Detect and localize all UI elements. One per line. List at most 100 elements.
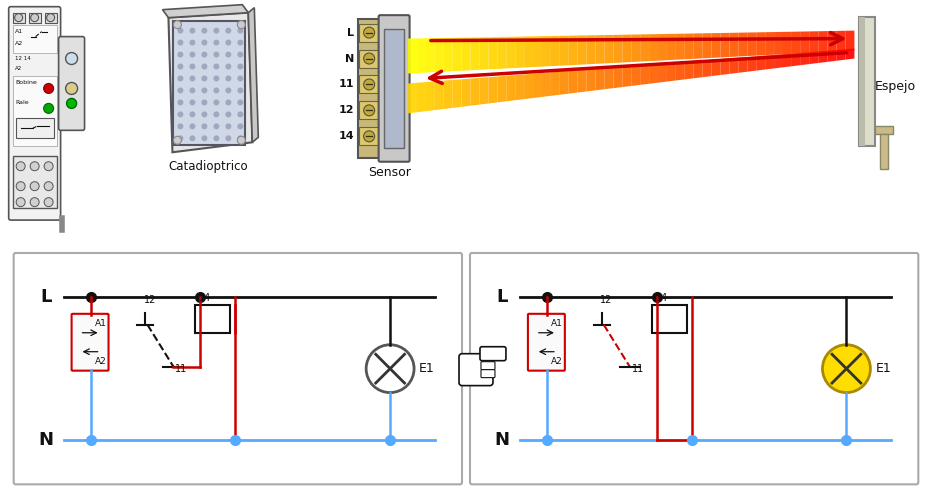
Circle shape xyxy=(177,28,184,34)
Circle shape xyxy=(189,88,196,94)
Circle shape xyxy=(238,40,243,46)
Circle shape xyxy=(44,182,53,191)
Circle shape xyxy=(226,111,231,117)
Polygon shape xyxy=(658,63,667,83)
FancyBboxPatch shape xyxy=(378,15,409,162)
Circle shape xyxy=(30,198,39,206)
Text: 14: 14 xyxy=(199,293,212,303)
Circle shape xyxy=(65,52,77,64)
Polygon shape xyxy=(248,8,258,142)
Text: 14: 14 xyxy=(338,131,354,141)
Circle shape xyxy=(238,88,243,94)
Bar xyxy=(359,101,379,119)
Circle shape xyxy=(226,75,231,82)
Circle shape xyxy=(238,63,243,69)
Text: 12: 12 xyxy=(600,295,612,305)
Polygon shape xyxy=(640,34,649,61)
Bar xyxy=(196,305,230,333)
Text: A2: A2 xyxy=(15,41,23,46)
Polygon shape xyxy=(747,32,756,56)
Polygon shape xyxy=(623,66,631,87)
FancyBboxPatch shape xyxy=(481,370,495,378)
Polygon shape xyxy=(649,64,658,84)
Polygon shape xyxy=(818,31,828,52)
Polygon shape xyxy=(676,62,685,81)
Polygon shape xyxy=(783,53,792,67)
Polygon shape xyxy=(667,62,676,82)
Circle shape xyxy=(226,51,231,57)
Polygon shape xyxy=(730,57,738,74)
Text: L: L xyxy=(40,288,51,306)
Polygon shape xyxy=(801,31,810,53)
Polygon shape xyxy=(435,81,444,110)
Polygon shape xyxy=(747,56,756,72)
Circle shape xyxy=(177,63,184,69)
Polygon shape xyxy=(586,35,596,64)
Polygon shape xyxy=(605,67,613,89)
Polygon shape xyxy=(461,38,471,71)
Polygon shape xyxy=(533,73,542,98)
Bar xyxy=(13,25,57,52)
Circle shape xyxy=(44,198,53,206)
Polygon shape xyxy=(498,37,506,69)
Text: A2: A2 xyxy=(15,65,22,70)
FancyBboxPatch shape xyxy=(480,346,506,361)
Circle shape xyxy=(189,135,196,141)
Circle shape xyxy=(226,135,231,141)
Polygon shape xyxy=(845,31,855,51)
Circle shape xyxy=(226,40,231,46)
Circle shape xyxy=(177,40,184,46)
Bar xyxy=(45,13,57,23)
Circle shape xyxy=(201,28,208,34)
Circle shape xyxy=(363,105,375,116)
Text: Espejo: Espejo xyxy=(875,80,916,93)
Circle shape xyxy=(177,99,184,105)
Circle shape xyxy=(201,123,208,129)
Bar xyxy=(859,17,875,147)
Circle shape xyxy=(238,123,243,129)
Bar xyxy=(359,50,379,67)
Polygon shape xyxy=(774,32,783,54)
Polygon shape xyxy=(756,32,765,55)
Bar xyxy=(13,156,57,208)
Circle shape xyxy=(366,345,414,393)
Polygon shape xyxy=(408,83,417,113)
Circle shape xyxy=(213,88,219,94)
Polygon shape xyxy=(712,33,720,58)
Polygon shape xyxy=(533,36,542,67)
Polygon shape xyxy=(631,35,640,62)
Text: 12: 12 xyxy=(144,295,156,305)
Polygon shape xyxy=(801,52,810,65)
Circle shape xyxy=(363,27,375,38)
Polygon shape xyxy=(703,33,712,58)
Text: 11: 11 xyxy=(632,364,644,374)
Text: L: L xyxy=(496,288,508,306)
Polygon shape xyxy=(586,69,596,92)
Bar xyxy=(13,77,57,147)
Polygon shape xyxy=(488,77,498,103)
Polygon shape xyxy=(783,32,792,54)
Polygon shape xyxy=(569,70,578,94)
Polygon shape xyxy=(693,33,703,59)
Circle shape xyxy=(189,40,196,46)
Polygon shape xyxy=(560,36,569,66)
Polygon shape xyxy=(417,38,426,73)
Polygon shape xyxy=(837,31,845,51)
Circle shape xyxy=(238,51,243,57)
Polygon shape xyxy=(417,82,426,112)
Bar xyxy=(359,24,379,42)
Circle shape xyxy=(177,111,184,117)
Circle shape xyxy=(238,21,245,29)
Circle shape xyxy=(213,40,219,46)
Polygon shape xyxy=(828,50,837,62)
Text: Bobine: Bobine xyxy=(16,81,37,86)
Text: A2: A2 xyxy=(95,357,106,366)
Circle shape xyxy=(226,63,231,69)
Polygon shape xyxy=(667,34,676,60)
Polygon shape xyxy=(738,57,747,73)
Circle shape xyxy=(44,162,53,171)
Polygon shape xyxy=(756,55,765,71)
Polygon shape xyxy=(551,72,560,96)
Circle shape xyxy=(822,345,870,393)
Circle shape xyxy=(201,75,208,82)
